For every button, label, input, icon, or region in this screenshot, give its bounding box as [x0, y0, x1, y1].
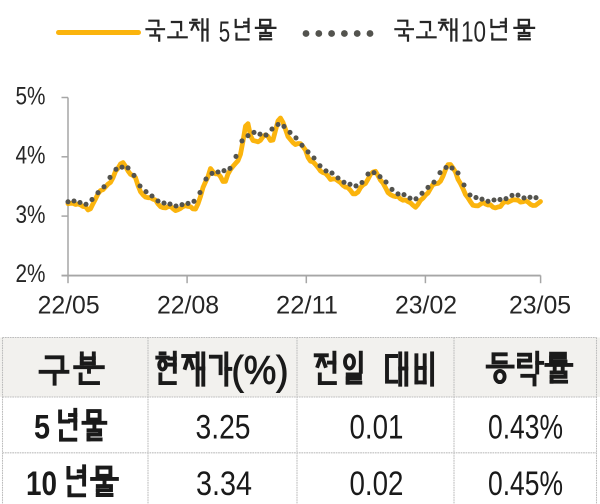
svg-text:4%: 4% [16, 142, 46, 170]
svg-text:3.25: 3.25 [196, 408, 251, 446]
svg-text:(%): (%) [232, 349, 289, 393]
svg-text:22/05: 22/05 [38, 292, 100, 320]
svg-text:22/11: 22/11 [276, 292, 338, 320]
svg-text:5: 5 [219, 16, 230, 48]
svg-text:3.34: 3.34 [196, 465, 252, 503]
svg-text:5%: 5% [16, 82, 46, 110]
svg-text:5: 5 [34, 408, 50, 446]
svg-text:0.02: 0.02 [350, 465, 404, 503]
svg-text:2%: 2% [16, 260, 46, 288]
svg-text:23/05: 23/05 [509, 292, 571, 320]
svg-text:3%: 3% [16, 201, 46, 229]
svg-text:0.01: 0.01 [350, 408, 404, 446]
svg-text:22/08: 22/08 [157, 292, 219, 320]
svg-text:23/02: 23/02 [395, 292, 457, 320]
svg-text:0.45%: 0.45% [488, 465, 563, 503]
svg-text:0.43%: 0.43% [488, 408, 563, 446]
svg-text:10: 10 [26, 465, 57, 503]
svg-text:10: 10 [461, 16, 486, 48]
